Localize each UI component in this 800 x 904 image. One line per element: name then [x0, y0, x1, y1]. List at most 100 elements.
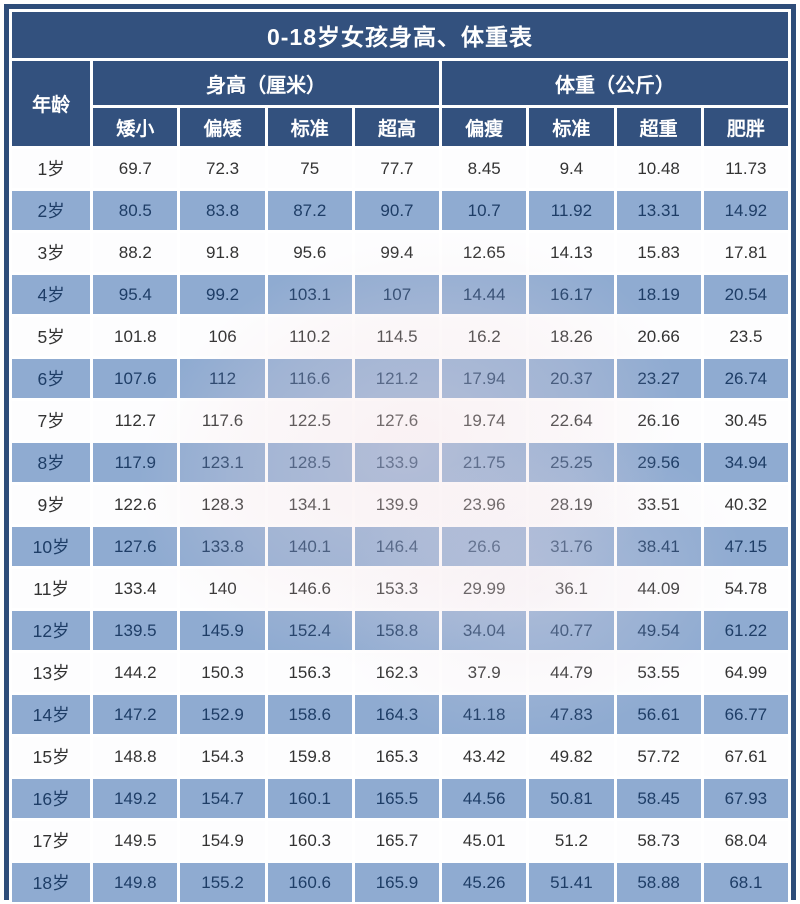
- table-row: 15岁 148.8 154.3 159.8 165.3 43.42 49.82 57.72 67…: [12, 737, 788, 776]
- value-cell: 158.6: [267, 695, 352, 734]
- value-cell: 20.54: [703, 275, 788, 314]
- value-cell: 133.8: [180, 527, 265, 566]
- table-row: 4岁 95.4 99.2 103.1 107 14.44 16.17 18.19 20.54: [12, 275, 788, 314]
- value-cell: 47.15: [703, 527, 788, 566]
- value-cell: 28.19: [529, 485, 614, 524]
- value-cell: 51.41: [529, 863, 614, 902]
- value-cell: 45.26: [442, 863, 527, 902]
- title-row: 0-18岁女孩身高、体重表: [12, 12, 788, 58]
- value-cell: 58.73: [616, 821, 701, 860]
- table-row: 12岁 139.5 145.9 152.4 158.8 34.04 40.77 49.54 61…: [12, 611, 788, 650]
- value-cell: 88.2: [93, 233, 178, 272]
- value-cell: 57.72: [616, 737, 701, 776]
- age-cell: 9岁: [12, 485, 91, 524]
- value-cell: 139.9: [354, 485, 440, 524]
- value-cell: 127.6: [354, 401, 440, 440]
- value-cell: 145.9: [180, 611, 265, 650]
- value-cell: 107: [354, 275, 440, 314]
- subheader-height-standard: 标准: [267, 108, 352, 146]
- value-cell: 49.54: [616, 611, 701, 650]
- value-cell: 12.65: [442, 233, 527, 272]
- table-row: 17岁 149.5 154.9 160.3 165.7 45.01 51.2 58.73 68.…: [12, 821, 788, 860]
- value-cell: 123.1: [180, 443, 265, 482]
- value-cell: 159.8: [267, 737, 352, 776]
- table-row: 8岁 117.9 123.1 128.5 133.9 21.75 25.25 29.56 34.…: [12, 443, 788, 482]
- age-cell: 10岁: [12, 527, 91, 566]
- value-cell: 162.3: [354, 653, 440, 692]
- value-cell: 17.94: [442, 359, 527, 398]
- value-cell: 149.5: [93, 821, 178, 860]
- value-cell: 164.3: [354, 695, 440, 734]
- value-cell: 44.79: [529, 653, 614, 692]
- table-row: 16岁 149.2 154.7 160.1 165.5 44.56 50.81 58.45 67…: [12, 779, 788, 818]
- value-cell: 148.8: [93, 737, 178, 776]
- value-cell: 40.77: [529, 611, 614, 650]
- subheader-height-short: 矮小: [93, 108, 178, 146]
- value-cell: 11.92: [529, 191, 614, 230]
- value-cell: 30.45: [703, 401, 788, 440]
- value-cell: 117.9: [93, 443, 178, 482]
- value-cell: 112.7: [93, 401, 178, 440]
- value-cell: 165.3: [354, 737, 440, 776]
- age-cell: 17岁: [12, 821, 91, 860]
- subheader-weight-standard: 标准: [529, 108, 614, 146]
- value-cell: 67.61: [703, 737, 788, 776]
- value-cell: 127.6: [93, 527, 178, 566]
- value-cell: 122.5: [267, 401, 352, 440]
- value-cell: 13.31: [616, 191, 701, 230]
- value-cell: 90.7: [354, 191, 440, 230]
- sub-header-row: 矮小 偏矮 标准 超高 偏瘦 标准 超重 肥胖: [12, 108, 788, 146]
- value-cell: 68.1: [703, 863, 788, 902]
- value-cell: 34.04: [442, 611, 527, 650]
- value-cell: 50.81: [529, 779, 614, 818]
- value-cell: 53.55: [616, 653, 701, 692]
- group-header-row: 年龄 身高（厘米） 体重（公斤）: [12, 61, 788, 146]
- table-row: 6岁 107.6 112 116.6 121.2 17.94 20.37 23.27 26.74: [12, 359, 788, 398]
- table-header: 0-18岁女孩身高、体重表 年龄 身高（厘米） 体重（公斤） 矮小 偏矮 标准 …: [12, 12, 788, 146]
- value-cell: 41.18: [442, 695, 527, 734]
- value-cell: 45.01: [442, 821, 527, 860]
- value-cell: 147.2: [93, 695, 178, 734]
- value-cell: 99.2: [180, 275, 265, 314]
- age-cell: 7岁: [12, 401, 91, 440]
- age-cell: 3岁: [12, 233, 91, 272]
- value-cell: 29.56: [616, 443, 701, 482]
- subheader-weight-thin: 偏瘦: [442, 108, 527, 146]
- value-cell: 69.7: [93, 149, 178, 188]
- value-cell: 29.99: [442, 569, 527, 608]
- value-cell: 64.99: [703, 653, 788, 692]
- value-cell: 99.4: [354, 233, 440, 272]
- value-cell: 16.17: [529, 275, 614, 314]
- value-cell: 150.3: [180, 653, 265, 692]
- value-cell: 14.92: [703, 191, 788, 230]
- table-row: 14岁 147.2 152.9 158.6 164.3 41.18 47.83 56.61 66…: [12, 695, 788, 734]
- value-cell: 68.04: [703, 821, 788, 860]
- value-cell: 152.4: [267, 611, 352, 650]
- table-row: 13岁 144.2 150.3 156.3 162.3 37.9 44.79 53.55 64.…: [12, 653, 788, 692]
- value-cell: 51.2: [529, 821, 614, 860]
- value-cell: 117.6: [180, 401, 265, 440]
- value-cell: 153.3: [354, 569, 440, 608]
- value-cell: 44.56: [442, 779, 527, 818]
- value-cell: 160.1: [267, 779, 352, 818]
- value-cell: 22.64: [529, 401, 614, 440]
- value-cell: 114.5: [354, 317, 440, 356]
- table-row: 3岁 88.2 91.8 95.6 99.4 12.65 14.13 15.83 17.81: [12, 233, 788, 272]
- value-cell: 36.1: [529, 569, 614, 608]
- value-cell: 122.6: [93, 485, 178, 524]
- value-cell: 58.45: [616, 779, 701, 818]
- value-cell: 154.7: [180, 779, 265, 818]
- value-cell: 165.9: [354, 863, 440, 902]
- age-cell: 14岁: [12, 695, 91, 734]
- value-cell: 101.8: [93, 317, 178, 356]
- value-cell: 37.9: [442, 653, 527, 692]
- value-cell: 116.6: [267, 359, 352, 398]
- value-cell: 16.2: [442, 317, 527, 356]
- value-cell: 23.96: [442, 485, 527, 524]
- age-cell: 12岁: [12, 611, 91, 650]
- weight-group-header: 体重（公斤）: [442, 61, 788, 105]
- value-cell: 146.6: [267, 569, 352, 608]
- value-cell: 128.3: [180, 485, 265, 524]
- value-cell: 87.2: [267, 191, 352, 230]
- table-row: 10岁 127.6 133.8 140.1 146.4 26.6 31.76 38.41 47.…: [12, 527, 788, 566]
